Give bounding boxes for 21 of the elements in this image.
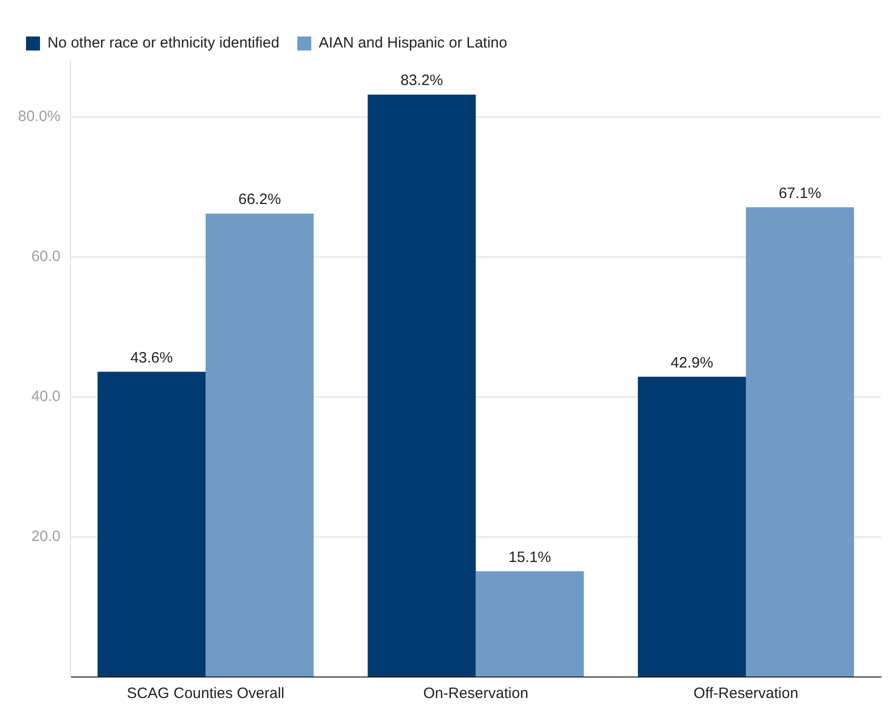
data-label: 66.2% bbox=[238, 191, 281, 208]
x-tick-label: Off-Reservation bbox=[694, 685, 798, 702]
y-tick-label: 80.0% bbox=[18, 108, 61, 126]
y-tick-label: 40.0 bbox=[31, 388, 61, 406]
bar bbox=[98, 372, 206, 676]
bar bbox=[638, 376, 746, 676]
bar bbox=[746, 207, 854, 676]
legend-label: AIAN and Hispanic or Latino bbox=[318, 34, 508, 52]
x-tick-label: On-Reservation bbox=[423, 685, 528, 702]
bar bbox=[206, 214, 314, 676]
legend-label: No other race or ethnicity identified bbox=[48, 34, 280, 52]
data-label: 43.6% bbox=[130, 349, 173, 366]
x-tick-label: SCAG Counties Overall bbox=[126, 685, 284, 702]
data-label: 42.9% bbox=[670, 354, 714, 372]
data-label: 15.1% bbox=[508, 548, 552, 566]
data-label: 83.2% bbox=[400, 72, 444, 90]
data-label: 67.1% bbox=[778, 184, 822, 202]
y-tick-label: 20.0 bbox=[31, 528, 61, 546]
bar bbox=[476, 571, 584, 676]
bar bbox=[368, 94, 476, 676]
y-tick-label: 60.0 bbox=[31, 248, 61, 266]
